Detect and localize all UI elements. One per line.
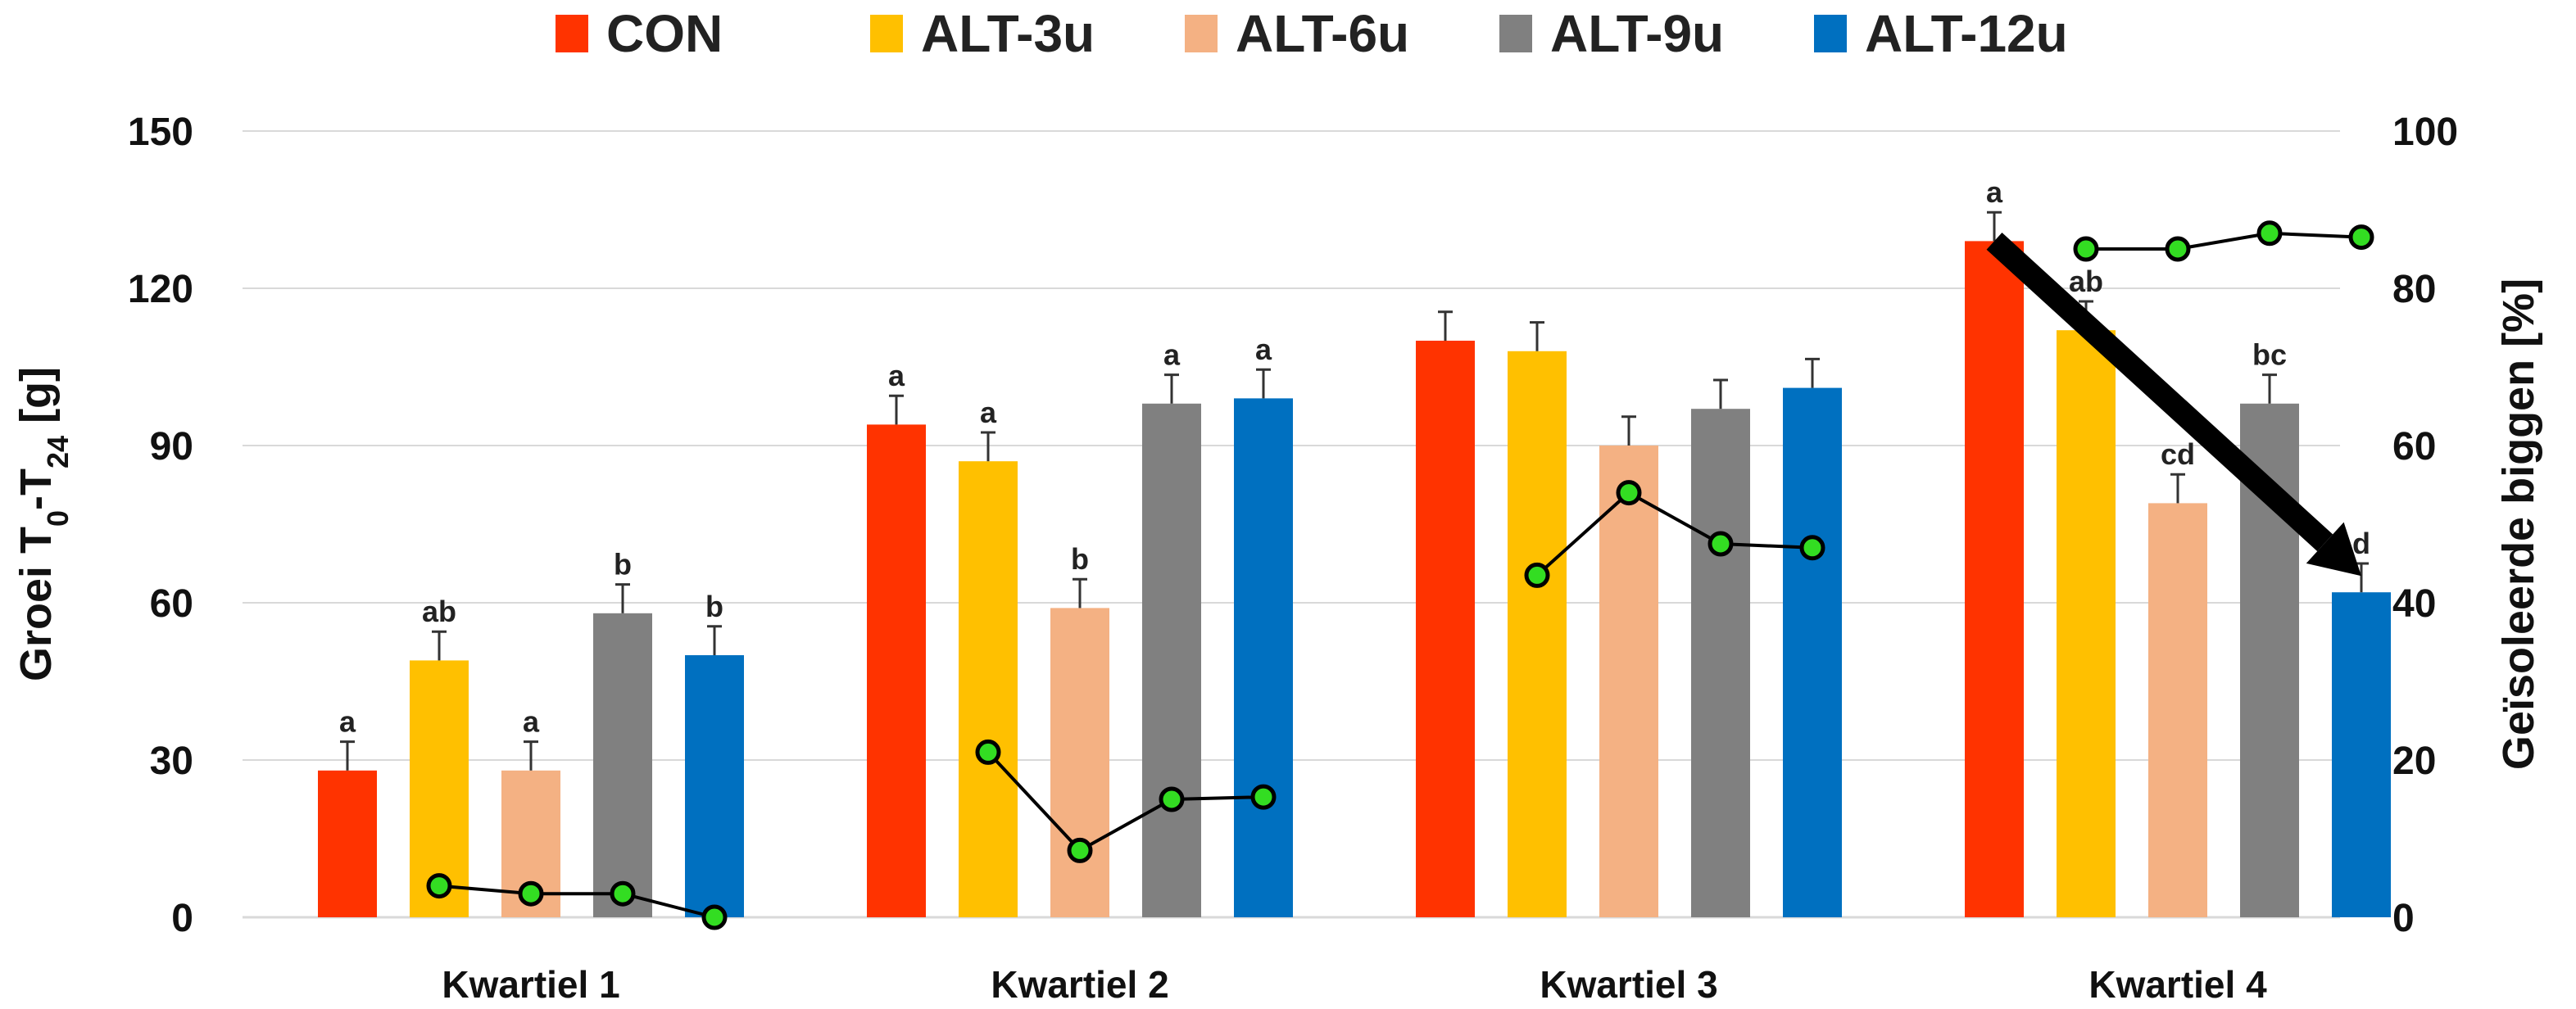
arrow-shaft <box>1986 233 2333 552</box>
y2-tick-label: 60 <box>2392 425 2436 468</box>
y-axis-title-left: Groei T0-T24 [g] <box>11 367 75 681</box>
legend: CON ALT-3u ALT-6u ALT-9u ALT-12u <box>556 4 2068 63</box>
line-marker <box>2256 220 2283 247</box>
bar <box>959 461 1018 917</box>
significance-label: ab <box>422 595 456 628</box>
significance-label: b <box>705 590 723 623</box>
y2-tick-label: 40 <box>2392 582 2436 626</box>
y2-tick-label: 80 <box>2392 268 2436 311</box>
significance-label: a <box>1986 175 2003 209</box>
y-axis-title-right: Geïsoleerde biggen [%] <box>2494 278 2543 770</box>
y-tick-label: 150 <box>128 111 193 154</box>
line-marker <box>1067 837 1093 863</box>
legend-label: ALT-6u <box>1236 4 1409 63</box>
x-axis: Kwartiel 1 Kwartiel 2 Kwartiel 3 Kwartiel 4 <box>442 963 2267 1006</box>
bar <box>685 655 744 917</box>
line-marker <box>426 873 452 899</box>
x-category-label: Kwartiel 1 <box>442 963 619 1006</box>
y-axis-title-subscript: 24 <box>41 436 75 468</box>
isolated-piglets-lines <box>426 220 2374 930</box>
line-marker <box>2348 224 2374 251</box>
bar <box>2148 503 2207 917</box>
legend-swatch <box>556 15 588 52</box>
significance-label: b <box>614 548 632 581</box>
bar <box>1783 387 1842 918</box>
y-tick-label: 120 <box>128 268 193 311</box>
significance-label: a <box>888 359 905 392</box>
significance-label: b <box>1071 542 1089 576</box>
line-marker <box>1799 535 1825 561</box>
y-axis-left: 0 30 60 90 120 150 <box>128 111 193 940</box>
line-marker <box>1708 531 1734 557</box>
significance-label: cd <box>2161 437 2195 471</box>
bar <box>867 424 926 917</box>
y-axis-right: 0 20 40 60 80 100 <box>2392 111 2458 940</box>
legend-label: ALT-9u <box>1550 4 1724 63</box>
y-tick-label: 0 <box>171 897 193 940</box>
bar <box>1234 398 1293 917</box>
legend-swatch <box>1814 15 1847 52</box>
legend-swatch <box>870 15 903 52</box>
line-marker <box>2165 236 2191 262</box>
significance-label: d <box>2352 527 2370 560</box>
line-segment <box>986 751 1264 853</box>
significance-label: a <box>1163 338 1181 372</box>
bar <box>2057 330 2116 917</box>
line-segment <box>1535 491 1813 577</box>
y-axis-title-part: [g] <box>11 367 61 436</box>
error-bars <box>340 210 2369 771</box>
line-marker <box>1250 784 1277 810</box>
y-axis-title-subscript: 0 <box>41 510 75 527</box>
x-category-label: Kwartiel 4 <box>2088 963 2267 1006</box>
arrow-head <box>2306 522 2361 577</box>
y-axis-title-part: Groei T <box>11 527 61 681</box>
line-segment <box>438 884 715 919</box>
line-marker <box>1159 786 1185 812</box>
legend-swatch <box>1185 15 1218 52</box>
bar <box>1142 403 1201 917</box>
line-marker <box>1616 480 1642 506</box>
significance-label: bc <box>2252 338 2287 372</box>
significance-label: ab <box>2069 265 2103 298</box>
bar <box>1416 341 1475 917</box>
significance-label: a <box>1255 333 1272 366</box>
legend-swatch <box>1499 15 1532 52</box>
bar <box>593 613 652 917</box>
x-category-label: Kwartiel 3 <box>1540 963 1717 1006</box>
y-axis-title-part: -T <box>11 468 61 510</box>
line-marker <box>975 739 1001 765</box>
bar <box>1691 409 1750 917</box>
x-category-label: Kwartiel 2 <box>991 963 1168 1006</box>
significance-label: a <box>523 705 540 739</box>
legend-label: CON <box>606 4 723 63</box>
y2-tick-label: 100 <box>2392 111 2458 154</box>
bar <box>1599 446 1658 917</box>
y-tick-label: 60 <box>150 582 193 626</box>
y2-tick-label: 20 <box>2392 740 2436 783</box>
line-segment <box>2086 231 2362 251</box>
line-marker <box>610 880 636 907</box>
bars <box>318 241 2391 918</box>
bar <box>2332 592 2391 917</box>
line-marker <box>1524 562 1550 588</box>
significance-label: a <box>980 396 997 429</box>
legend-label: ALT-3u <box>921 4 1095 63</box>
bar <box>1050 608 1109 917</box>
bar <box>318 770 377 917</box>
y2-tick-label: 0 <box>2392 897 2415 940</box>
trend-arrow <box>1986 233 2361 577</box>
bar <box>1508 351 1567 917</box>
legend-label: ALT-12u <box>1865 4 2068 63</box>
line-marker <box>701 904 728 930</box>
line-marker <box>518 880 544 907</box>
y-tick-label: 90 <box>150 425 193 468</box>
y-tick-label: 30 <box>150 740 193 783</box>
significance-label: a <box>339 705 356 739</box>
bar <box>1965 241 2024 917</box>
line-marker <box>2073 236 2099 262</box>
